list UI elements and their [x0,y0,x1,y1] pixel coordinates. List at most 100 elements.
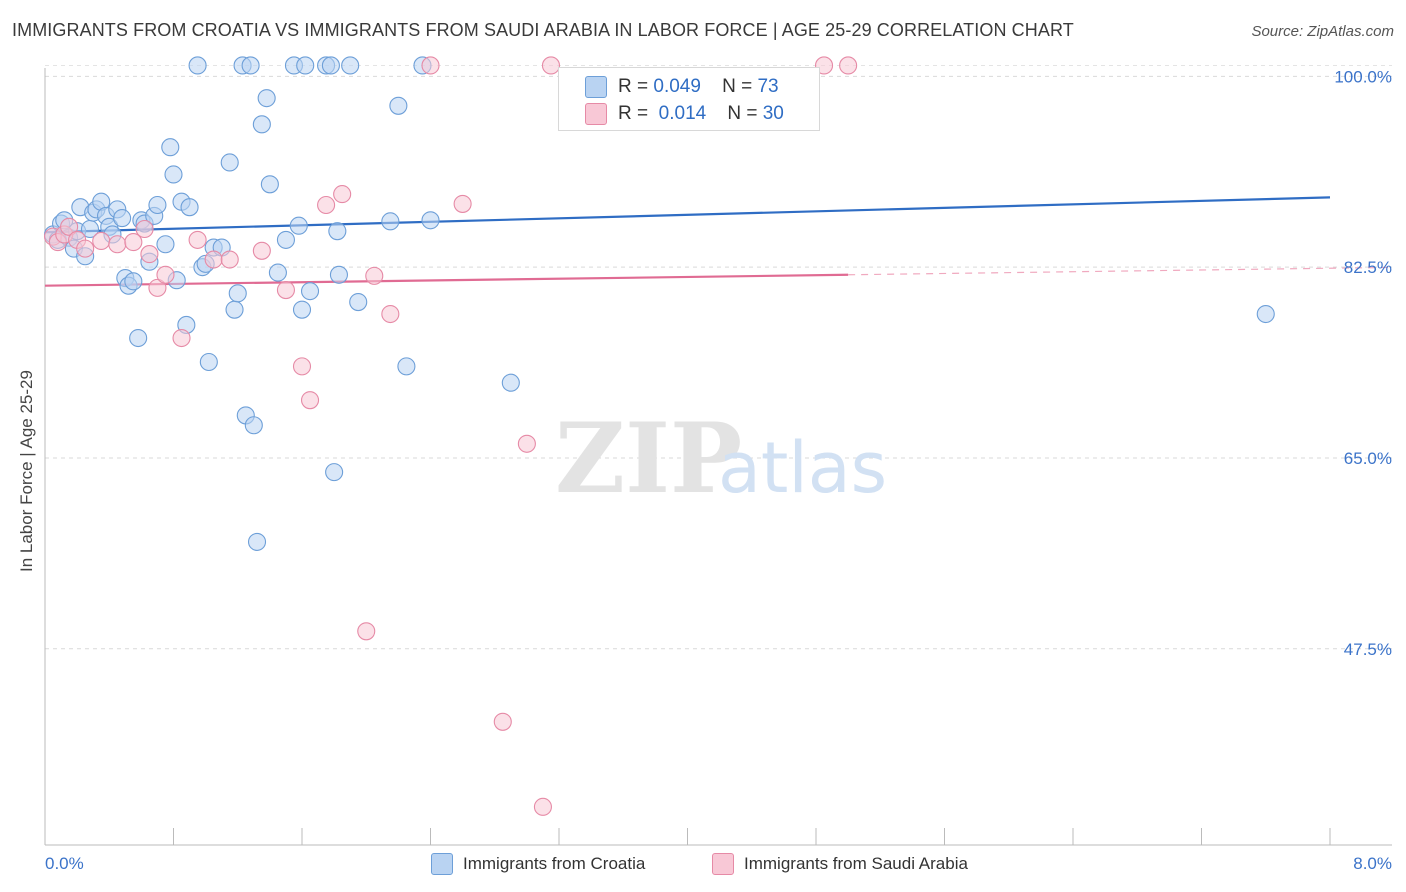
watermark-zip: ZIP [555,402,742,515]
saudi-point [220,250,239,269]
saudi-r-value: 0.014 [658,103,707,124]
legend-label-saudi: Immigrants from Saudi Arabia [744,854,968,873]
croatia-point [1256,304,1275,324]
croatia-point [389,96,408,115]
x-tick-label-min: 0.0% [45,854,84,873]
saudi-point [421,56,440,75]
r-label: R = [618,103,649,124]
croatia-point [325,463,344,482]
croatia-point [421,211,440,230]
croatia-point [381,212,400,231]
croatia-point [257,89,276,108]
croatia-point [349,292,368,312]
croatia-point [252,115,271,134]
croatia-point [188,56,207,75]
saudi-n-value: 30 [762,103,784,124]
croatia-swatch [585,76,607,98]
croatia-point [328,222,347,241]
croatia-point [397,357,416,376]
n-label: N = [727,103,758,124]
croatia-point [199,352,218,372]
chart-title: IMMIGRANTS FROM CROATIA VS IMMIGRANTS FR… [12,20,1074,40]
saudi-point [140,245,159,264]
croatia-point [244,416,263,435]
croatia-r-value: 0.049 [653,76,701,97]
saudi-point [541,56,561,75]
stats-row-croatia: R = 0.049 N = 73 [585,76,779,98]
croatia-point [247,532,267,551]
croatia-point [241,56,260,75]
n-label: N = [722,76,753,97]
saudi-point [533,797,552,816]
croatia-point [228,284,247,303]
croatia-point [161,138,180,157]
trend-lines [44,196,1393,287]
croatia-point [329,265,348,284]
watermark-atlas: atlas [718,427,887,509]
x-tick-label-max: 8.0% [1353,854,1392,873]
saudi-point [276,280,295,300]
legend-label-croatia: Immigrants from Croatia [463,854,646,873]
legend-item-croatia[interactable]: Immigrants from Croatia [431,853,645,875]
croatia-point [321,56,340,75]
saudi-point [172,328,191,348]
croatia-point [292,300,312,319]
axes [44,68,1392,846]
croatia-point [276,230,295,249]
stats-box: R = 0.049 N = 73 R = 0.014 N = 30 [558,67,820,131]
croatia-point [300,282,320,301]
r-label: R = [618,76,649,97]
y-tick-label: 100.0% [1334,67,1392,86]
saudi-point [517,434,536,453]
croatia-point [260,175,279,194]
y-tick-label: 47.5% [1344,640,1392,659]
legend-swatch-croatia [431,853,453,875]
croatia-point [501,373,520,392]
croatia-point [289,216,308,235]
croatia-trend-line [44,196,1331,234]
legend-swatch-saudi [712,853,734,875]
saudi-point [300,391,320,410]
saudi-point [252,241,271,260]
saudi-point [156,265,175,284]
saudi-point [188,230,207,249]
saudi-point [108,235,127,254]
saudi-point [92,231,111,251]
saudi-point [76,239,95,258]
gridlines [45,64,1392,650]
legend-item-saudi[interactable]: Immigrants from Saudi Arabia [712,853,968,875]
saudi-point [148,278,167,297]
saudi-point [204,250,223,269]
croatia-point [225,300,244,319]
y-tick-label: 82.5% [1344,258,1392,277]
saudi-point [135,219,154,239]
croatia-point [296,56,315,75]
saudi-point [453,194,472,213]
croatia-point [129,328,148,348]
croatia-point [180,198,199,217]
saudi-point [381,304,400,324]
croatia-point [124,272,143,291]
saudi-point [124,233,143,252]
saudi-point [493,712,512,731]
data-points [43,56,1275,816]
saudi-swatch [585,103,607,125]
croatia-point [164,165,183,184]
croatia-point [268,263,287,282]
saudi-point [60,217,79,236]
saudi-point [357,622,376,641]
saudi-point [839,56,858,75]
saudi-trend-extension [848,266,1393,276]
croatia-n-value: 73 [757,76,779,97]
tick-labels: 100.0% 82.5% 65.0% 47.5% 0.0% 8.0% [45,67,1392,873]
saudi-point [292,357,312,376]
croatia-point [220,153,239,172]
stats-row-saudi: R = 0.014 N = 30 [585,103,784,125]
croatia-point [113,209,132,228]
source-credit: Source: ZipAtlas.com [1251,23,1394,40]
saudi-point [365,266,384,285]
y-tick-label: 65.0% [1344,449,1392,468]
croatia-point [148,195,167,215]
saudi-point [317,195,336,215]
